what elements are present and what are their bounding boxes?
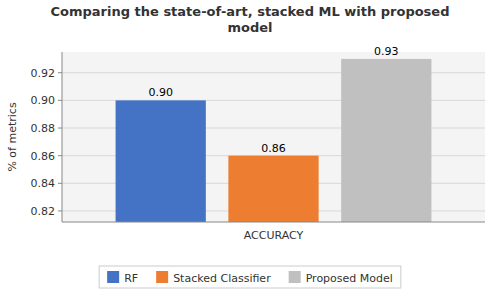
y-axis-line bbox=[62, 52, 63, 222]
data-labels: 0.90 0.86 0.93 bbox=[148, 45, 398, 155]
tick-label: 0.90 bbox=[31, 94, 56, 107]
tick-label: 0.82 bbox=[31, 205, 56, 218]
data-label: 0.93 bbox=[374, 45, 399, 58]
tick-label: 0.84 bbox=[31, 177, 56, 190]
tick-mark bbox=[58, 128, 62, 129]
legend-box bbox=[99, 266, 401, 288]
tick-mark bbox=[58, 210, 62, 211]
title-line: Comparing the state-of-art, stacked ML w… bbox=[51, 4, 450, 19]
legend-swatch bbox=[289, 271, 301, 283]
legend-item: Stacked Classifier bbox=[156, 271, 271, 285]
legend: RF Stacked Classifier Proposed Model bbox=[99, 266, 401, 288]
data-label: 0.86 bbox=[261, 142, 286, 155]
data-label: 0.90 bbox=[148, 86, 173, 99]
tick-label: 0.92 bbox=[31, 67, 56, 80]
title: Comparing the state-of-art, stacked ML w… bbox=[51, 4, 450, 35]
chart: Comparing the state-of-art, stacked ML w… bbox=[0, 0, 500, 295]
bar bbox=[228, 156, 318, 222]
page: {"chart_data": {"type": "bar", "title": … bbox=[0, 0, 500, 295]
tick-mark bbox=[58, 155, 62, 156]
bars bbox=[116, 59, 432, 222]
tick-label: 0.86 bbox=[31, 150, 56, 163]
legend-label: RF bbox=[124, 272, 138, 285]
bar bbox=[116, 100, 206, 222]
tick-mark bbox=[58, 72, 62, 73]
legend-swatch bbox=[156, 271, 168, 283]
y-ticks: 0.82 0.84 0.86 0.88 0.90 0.92 bbox=[31, 67, 63, 218]
tick-label: 0.88 bbox=[31, 122, 56, 135]
legend-item: Proposed Model bbox=[289, 271, 393, 285]
plot-background bbox=[62, 52, 485, 222]
legend-label: Proposed Model bbox=[306, 272, 393, 285]
title-line: model bbox=[227, 20, 272, 35]
x-axis-line bbox=[62, 222, 485, 223]
x-axis-label: ACCURACY bbox=[244, 229, 304, 242]
tick-mark bbox=[58, 183, 62, 184]
bar bbox=[341, 59, 431, 222]
legend-item: RF bbox=[107, 271, 138, 285]
legend-label: Stacked Classifier bbox=[173, 272, 271, 285]
y-axis-label: % of metrics bbox=[6, 102, 19, 171]
legend-swatch bbox=[107, 271, 119, 283]
tick-mark bbox=[58, 100, 62, 101]
